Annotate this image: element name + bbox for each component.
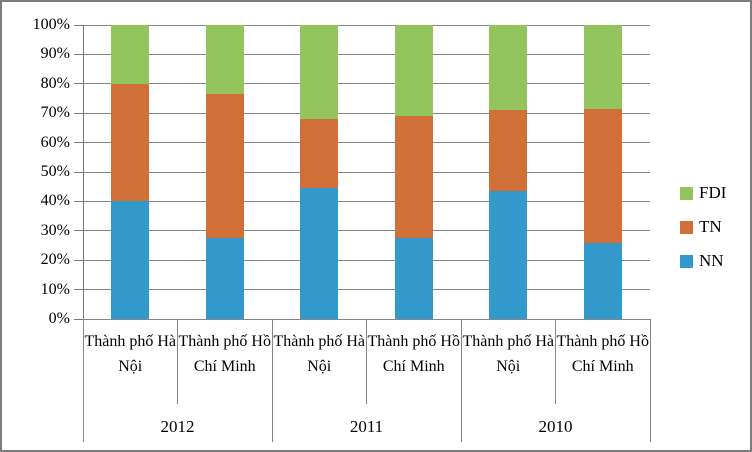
y-tick-label: 90% xyxy=(40,45,70,63)
y-tick-label: 70% xyxy=(40,104,70,122)
year-label-2010: 2010 xyxy=(538,417,573,436)
bar-2-Thành phố Hà Nội xyxy=(300,25,339,319)
gridline-20% xyxy=(83,259,650,261)
y-tick-label: 100% xyxy=(32,16,70,33)
year-separator-line xyxy=(82,319,84,442)
gridline-90% xyxy=(83,53,650,55)
bar-segment-tn-4 xyxy=(489,110,528,192)
legend-item-nn: NN xyxy=(680,251,726,270)
gridline-100% xyxy=(83,24,650,26)
category-label: Thành phố Hà Nội xyxy=(273,333,366,375)
year-label-2012: 2012 xyxy=(160,417,195,436)
bar-segment-fdi-4 xyxy=(489,25,528,111)
bar-3-Thành phố Hồ Chí Minh xyxy=(394,25,433,319)
category-label: Thành phố Hồ Chí Minh xyxy=(367,333,460,375)
legend-item-tn: TN xyxy=(680,217,726,236)
y-tick-label: 30% xyxy=(40,221,70,239)
tn-series-swatch-icon xyxy=(680,220,693,234)
bar-segment-fdi-1 xyxy=(205,25,244,95)
bar-segment-nn-0 xyxy=(111,201,150,319)
y-axis-tick xyxy=(74,230,83,232)
bar-5-Thành phố Hồ Chí Minh xyxy=(583,25,622,319)
year-label-2011: 2011 xyxy=(349,417,384,436)
city-separator-line xyxy=(177,319,178,404)
gridline-60% xyxy=(83,142,650,144)
y-axis-tick xyxy=(74,289,83,291)
category-label: Thành phố Hồ Chí Minh xyxy=(178,333,271,375)
gridline-30% xyxy=(83,230,650,232)
year-separator-line xyxy=(271,319,273,442)
bar-segment-nn-5 xyxy=(583,242,622,319)
bar-segment-fdi-3 xyxy=(394,25,433,117)
category-label: Thành phố Hà Nội xyxy=(84,333,177,375)
gridline-50% xyxy=(83,171,650,173)
bar-4-Thành phố Hà Nội xyxy=(489,25,528,319)
legend-label-tn: TN xyxy=(699,217,722,236)
bar-segment-fdi-0 xyxy=(111,25,150,84)
bar-1-Thành phố Hồ Chí Minh xyxy=(205,25,244,319)
y-axis-tick xyxy=(74,200,83,202)
bar-segment-tn-0 xyxy=(111,83,150,202)
y-axis-tick xyxy=(74,142,83,144)
chart-legend: FDI TN NN xyxy=(680,183,727,288)
y-axis-tick xyxy=(74,53,83,55)
bar-segment-tn-1 xyxy=(205,94,244,239)
y-axis-tick xyxy=(74,83,83,85)
bar-segment-fdi-2 xyxy=(300,25,339,120)
y-tick-label: 20% xyxy=(40,251,70,269)
gridline-10% xyxy=(83,289,650,291)
y-axis-tick xyxy=(74,318,83,320)
legend-label-nn: NN xyxy=(699,251,724,270)
y-tick-label: 60% xyxy=(40,133,70,151)
y-tick-label: 0% xyxy=(48,310,70,327)
y-axis-tick xyxy=(74,24,83,26)
bar-0-Thành phố Hà Nội xyxy=(111,25,150,319)
y-tick-label: 40% xyxy=(40,192,70,210)
bar-segment-tn-2 xyxy=(300,119,339,189)
gridline-70% xyxy=(83,112,650,114)
category-label: Thành phố Hồ Chí Minh xyxy=(556,333,649,375)
city-separator-line xyxy=(555,319,556,404)
bar-segment-tn-3 xyxy=(394,116,433,239)
y-axis-tick xyxy=(74,259,83,261)
year-separator-line xyxy=(649,319,651,442)
fdi-series-swatch-icon xyxy=(680,186,693,200)
bar-segment-nn-3 xyxy=(394,238,433,319)
y-tick-label: 50% xyxy=(40,163,70,180)
bar-segment-tn-5 xyxy=(583,108,622,243)
y-axis-tick xyxy=(74,112,83,114)
bar-segment-fdi-5 xyxy=(583,25,622,109)
y-axis-tick xyxy=(74,171,83,173)
category-label: Thành phố Hà Nội xyxy=(462,333,555,375)
gridline-40% xyxy=(83,200,650,202)
y-axis-line xyxy=(82,25,84,319)
legend-label-fdi: FDI xyxy=(699,183,727,202)
gridline-80% xyxy=(83,83,650,85)
bar-segment-nn-2 xyxy=(300,188,339,319)
bar-segment-nn-1 xyxy=(205,238,244,319)
year-separator-line xyxy=(460,319,462,442)
nn-series-swatch-icon xyxy=(680,254,693,268)
legend-item-fdi: FDI xyxy=(680,183,727,202)
bar-segment-nn-4 xyxy=(489,191,528,319)
y-tick-label: 80% xyxy=(40,74,70,92)
y-tick-label: 10% xyxy=(40,280,70,298)
city-separator-line xyxy=(366,319,367,404)
